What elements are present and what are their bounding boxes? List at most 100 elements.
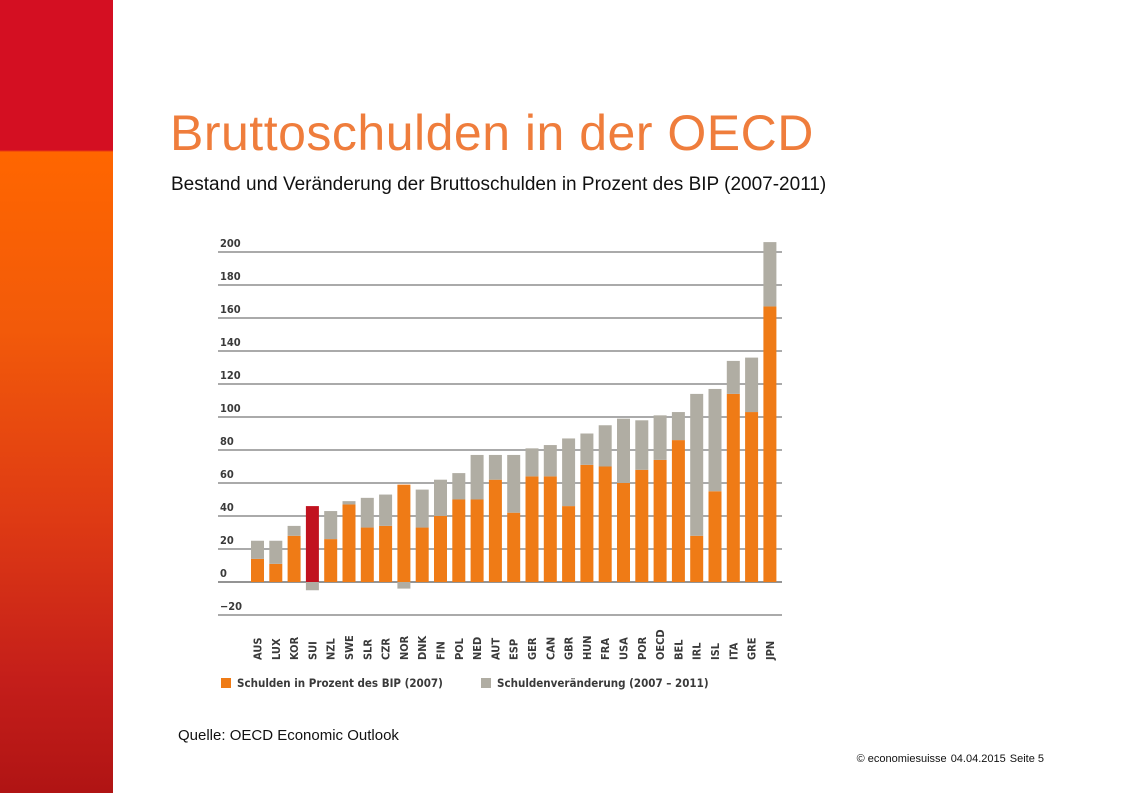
bar-debt-2007	[763, 306, 777, 582]
bar-debt-change	[415, 489, 429, 528]
y-tick-label: 40	[220, 501, 234, 514]
y-tick-label: 140	[220, 336, 241, 349]
x-tick-label: ESP	[508, 639, 521, 660]
bar-debt-2007	[488, 479, 502, 582]
x-tick-label: USA	[618, 637, 631, 660]
y-tick-label: 20	[220, 534, 234, 547]
y-tick-label: 180	[220, 270, 241, 283]
y-tick-label: 80	[220, 435, 234, 448]
x-tick-label: CZR	[380, 638, 393, 660]
bar-debt-change	[397, 582, 411, 589]
bar-debt-2007	[690, 535, 704, 582]
bar-debt-2007	[324, 539, 338, 582]
bar-debt-change	[305, 582, 319, 591]
y-tick-label: 100	[220, 402, 241, 415]
bar-debt-2007	[379, 525, 393, 582]
bar-debt-change	[562, 438, 576, 507]
x-tick-label: BEL	[672, 639, 685, 660]
y-tick-label: 120	[220, 369, 241, 382]
bar-debt-change	[653, 415, 667, 460]
bar-debt-change	[617, 418, 630, 483]
bar-debt-2007	[251, 558, 264, 582]
bar-debt-change	[488, 454, 502, 480]
x-tick-label: AUT	[489, 638, 502, 660]
x-tick-label: POL	[453, 637, 466, 660]
x-tick-label: CAN	[544, 637, 557, 660]
bar-debt-change	[745, 357, 759, 413]
bar-debt-2007	[671, 440, 685, 582]
x-tick-label: GBR	[563, 636, 576, 660]
x-tick-label: NOR	[398, 635, 411, 660]
bar-debt-change	[452, 473, 466, 500]
bar-debt-change	[251, 540, 264, 559]
bar-debt-change	[543, 445, 557, 477]
x-tick-label: GER	[526, 637, 539, 660]
footer-copyright: © economiesuisse	[856, 753, 947, 765]
bar-debt-change	[434, 479, 447, 516]
side-color-band	[0, 0, 113, 793]
slide-subtitle: Bestand und Veränderung der Bruttoschuld…	[171, 174, 827, 195]
x-tick-label: DNK	[416, 636, 429, 661]
bar-debt-2007	[434, 516, 447, 582]
bar-debt-2007	[745, 412, 759, 582]
bar-debt-change	[580, 433, 594, 465]
x-tick-label: SUI	[306, 641, 319, 660]
bar-debt-change	[379, 494, 393, 526]
x-tick-label: IRL	[691, 642, 704, 660]
bar-debt-change	[763, 242, 777, 307]
legend-swatch-debt-2007	[221, 678, 231, 688]
bar-debt-change	[342, 501, 356, 505]
bar-debt-2007	[525, 476, 539, 582]
bar-debt-2007	[470, 499, 484, 582]
bar-debt-change	[269, 540, 283, 564]
x-tick-label: KOR	[288, 636, 301, 660]
x-tick-label: OECD	[654, 629, 667, 660]
bar-debt-2007	[543, 476, 557, 582]
slide-footer: © economiesuisse 04.04.2015 Seite 5	[857, 753, 1044, 765]
slide-title: Bruttoschulden in der OECD	[170, 105, 814, 161]
legend-label-debt-2007: Schulden in Prozent des BIP (2007)	[237, 676, 443, 690]
x-tick-label: NZL	[325, 638, 338, 660]
bar-debt-2007	[342, 504, 356, 582]
bar-debt-change	[708, 388, 722, 492]
legend-swatch-debt-change	[481, 678, 491, 688]
y-tick-label: 200	[220, 237, 241, 250]
bar-debt-change	[507, 454, 521, 513]
bar-debt-2007	[708, 491, 722, 582]
footer-page: Seite 5	[1009, 753, 1044, 765]
bar-debt-change	[598, 425, 612, 467]
x-tick-label: AUS	[252, 638, 265, 660]
x-tick-label: LUX	[270, 638, 283, 660]
x-tick-label: ISL	[709, 642, 722, 660]
bar-debt-2007	[562, 506, 576, 582]
legend-label-debt-change: Schuldenveränderung (2007 – 2011)	[497, 676, 709, 690]
bar-debt-2007	[452, 499, 466, 582]
bar-debt-change	[671, 412, 685, 441]
x-tick-label: NED	[471, 637, 484, 660]
bar-debt-2007	[269, 563, 283, 582]
bar-debt-change	[470, 454, 484, 500]
x-tick-label: SLR	[361, 639, 374, 660]
bar-debt-change	[690, 393, 704, 536]
bar-debt-2007	[580, 464, 594, 582]
bar-debt-change	[726, 360, 740, 394]
x-tick-label: FIN	[435, 641, 448, 660]
bar-debt-change	[324, 511, 338, 540]
bar-debt-change	[525, 448, 539, 477]
bar-debt-2007	[635, 469, 649, 582]
bar-debt-2007	[415, 527, 429, 582]
footer-date: 04.04.2015	[950, 753, 1006, 765]
bar-debt-2007	[305, 506, 319, 582]
source-note: Quelle: OECD Economic Outlook	[178, 727, 399, 744]
bar-debt-2007	[617, 483, 630, 582]
bar-debt-2007	[653, 459, 667, 582]
x-tick-label: GRE	[746, 637, 759, 660]
x-tick-label: JPN	[764, 641, 777, 661]
bar-debt-change	[635, 420, 649, 470]
x-tick-label: HUN	[581, 635, 594, 660]
y-tick-label: 160	[220, 303, 241, 316]
x-tick-label: SWE	[343, 635, 356, 660]
bar-debt-2007	[726, 393, 740, 582]
bar-debt-2007	[360, 527, 374, 582]
